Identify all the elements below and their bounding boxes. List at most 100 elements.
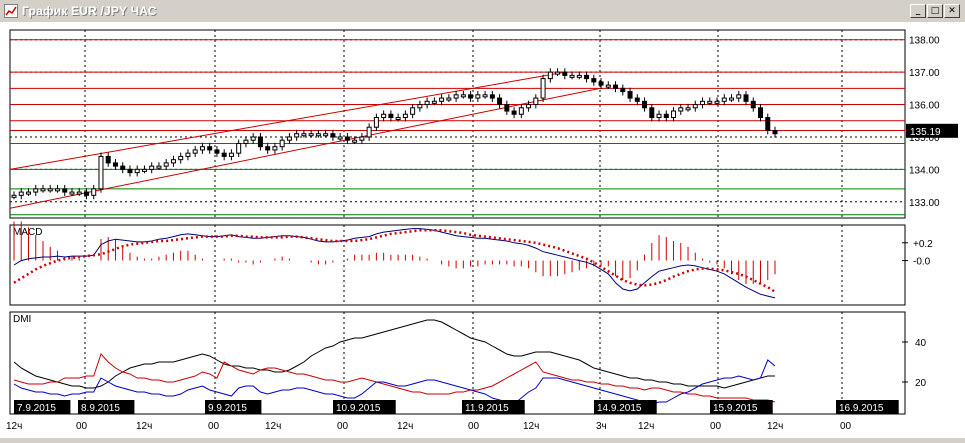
candle-body [620,87,626,93]
candle-body [141,168,147,172]
macd-label: MACD [13,227,42,238]
candle-body [547,71,553,80]
candle-body [388,113,394,119]
candle-body [518,107,524,115]
candle-body [105,155,111,164]
macd-tick-label: -0.0 [913,257,931,268]
candle-body [634,97,640,102]
candle-body [533,97,539,106]
candle-body [721,97,727,102]
price-panel [9,29,906,219]
date-label-box [333,400,396,414]
date-label: 7.9.2015 [17,403,56,414]
candle-body [185,152,191,157]
channel-lower-line [9,87,601,209]
dmi-label: DMI [13,314,31,325]
candle-body [40,188,46,192]
date-label: 8.9.2015 [81,403,120,414]
candle-body [120,165,126,170]
candle-body [540,78,546,99]
maximize-button[interactable]: □ [927,4,943,18]
candle-body [656,113,662,119]
hour-label: 12ч [523,421,539,432]
candle-body [511,110,517,115]
candle-body [439,97,445,102]
candle-body [170,159,176,164]
price-tick-label: 137.00 [909,68,940,79]
candle-body [758,107,764,119]
candle-body [207,146,213,151]
candle-body [265,146,271,151]
candle-body [91,188,97,196]
hour-label: 00 [337,421,349,432]
candle-body [504,104,510,112]
candle-body [526,104,532,109]
dmi-panel [9,311,906,415]
date-label-box [594,400,657,414]
candle-body [497,97,503,106]
candle-body [605,84,611,88]
date-label: 16.9.2015 [839,403,884,414]
candle-body [83,191,89,196]
date-label-box [205,400,262,414]
candle-body [468,94,474,99]
candle-body [729,97,735,101]
candle-body [323,133,329,137]
candle-body [149,165,155,170]
candle-body [178,155,184,161]
candle-body [301,133,307,137]
hour-label: 12ч [638,421,654,432]
candle-body [591,78,597,83]
minimize-button[interactable]: _ [910,4,926,18]
candle-body [707,100,713,104]
candle-body [772,129,778,135]
price-tick-label: 135.00 [909,133,940,144]
candle-body [294,133,300,138]
candle-body [475,94,481,99]
candle-body [257,136,263,148]
candle-body [127,168,133,174]
close-button[interactable]: ✕ [944,4,960,18]
date-label: 9.9.2015 [208,403,247,414]
candle-body [315,133,321,137]
date-label: 15.9.2015 [713,403,758,414]
candle-body [613,84,619,89]
candle-body [460,94,466,98]
last-price-label: 135.19 [910,127,941,138]
candle-body [714,100,720,104]
candle-body [642,100,648,109]
candle-body [576,74,582,78]
candle-body [250,136,256,141]
candle-body [134,168,140,174]
price-tick-label: 136.00 [909,101,940,112]
candle-body [47,188,53,192]
candle-body [62,188,68,193]
hour-label: 00 [468,421,480,432]
hour-label: 00 [840,421,852,432]
candle-body [417,104,423,109]
candle-body [192,149,198,154]
price-tick-label: 133.00 [909,198,940,209]
candle-body [649,107,655,119]
candle-body [272,146,278,151]
candle-body [395,117,401,121]
candle-body [11,194,17,198]
chart-icon [4,4,18,18]
candle-body [431,100,437,104]
candle-body [750,100,756,109]
candle-body [381,113,387,119]
candle-body [18,191,24,196]
candle-body [98,155,104,190]
candle-body [663,113,669,119]
candle-body [308,133,314,137]
window-title: График EUR /JPY ЧАС [22,4,157,18]
chart-canvas: 138.00 137.00 136.00 135.00 134.00 133.00 135.… [6,29,958,432]
candle-body [402,113,408,119]
date-label: 11.9.2015 [465,403,509,414]
candle-body [692,104,698,109]
date-label-box [710,400,773,414]
candle-body [214,149,220,154]
candle-body [352,139,358,143]
candle-body [112,162,118,167]
hour-label: 00 [76,421,88,432]
